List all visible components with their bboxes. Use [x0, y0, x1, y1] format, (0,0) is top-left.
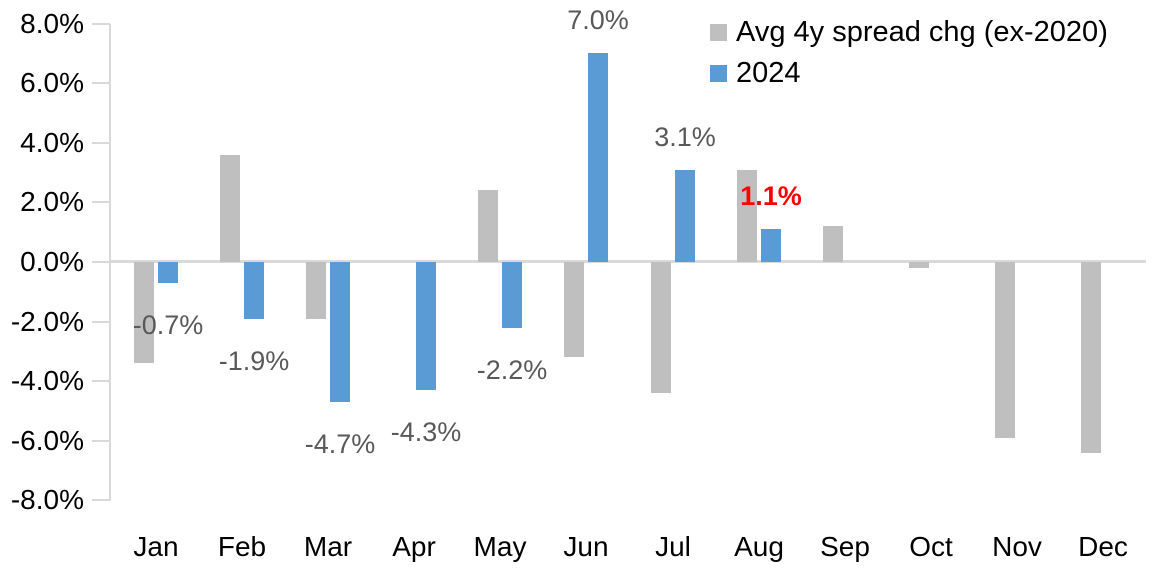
- bar-avg-jun: [564, 262, 584, 357]
- y-tick-label--4.0%: -4.0%: [10, 365, 84, 396]
- data-label-feb: -1.9%: [218, 346, 290, 376]
- y-tick-label-2.0%: 2.0%: [20, 186, 84, 217]
- legend-label-avg-4y-spread: Avg 4y spread chg (ex-2020): [736, 16, 1108, 48]
- bar-avg-mar: [306, 262, 326, 319]
- bar-2024-jul: [675, 170, 695, 262]
- bar-avg-may: [478, 190, 498, 262]
- y-tick-label--8.0%: -8.0%: [10, 484, 84, 515]
- bar-2024-mar: [330, 262, 350, 402]
- y-tick-label--2.0%: -2.0%: [10, 306, 84, 337]
- y-tick-label--6.0%: -6.0%: [10, 425, 84, 456]
- y-tick--2.0%: [92, 321, 110, 323]
- x-tick-label-jul: Jul: [655, 531, 691, 562]
- x-axis-zero-line: [109, 260, 1146, 263]
- y-tick-8.0%: [92, 23, 110, 25]
- bar-2024-jan: [158, 262, 178, 283]
- y-tick-0.0%: [92, 261, 110, 263]
- data-label-apr: -4.3%: [390, 417, 462, 447]
- bar-avg-oct: [909, 262, 929, 268]
- data-label-aug: 1.1%: [740, 181, 802, 211]
- data-label-may: -2.2%: [476, 355, 548, 385]
- x-tick-label-sep: Sep: [820, 531, 870, 562]
- data-label-jan: -0.7%: [132, 310, 204, 340]
- y-tick-label-0.0%: 0.0%: [20, 246, 84, 277]
- bar-avg-aug: [737, 170, 757, 262]
- y-tick--6.0%: [92, 440, 110, 442]
- bar-2024-aug: [761, 229, 781, 262]
- x-tick-label-aug: Aug: [734, 531, 784, 562]
- bar-avg-jan: [134, 262, 154, 363]
- chart-legend: Avg 4y spread chg (ex-2020) 2024: [710, 12, 1108, 94]
- y-tick-6.0%: [92, 82, 110, 84]
- x-tick-label-apr: Apr: [392, 531, 436, 562]
- bar-2024-feb: [244, 262, 264, 319]
- data-label-mar: -4.7%: [304, 429, 376, 459]
- legend-item-2024: 2024: [710, 53, 1108, 94]
- y-tick--4.0%: [92, 380, 110, 382]
- legend-label-2024: 2024: [736, 57, 801, 89]
- y-tick-2.0%: [92, 201, 110, 203]
- y-tick--8.0%: [92, 499, 110, 501]
- legend-swatch-2024: [710, 65, 727, 82]
- x-tick-label-nov: Nov: [992, 531, 1042, 562]
- x-tick-label-jan: Jan: [133, 531, 179, 562]
- bar-avg-dec: [1081, 262, 1101, 453]
- x-tick-label-jun: Jun: [563, 531, 609, 562]
- legend-item-avg-4y-spread: Avg 4y spread chg (ex-2020): [710, 12, 1108, 53]
- data-label-jul: 3.1%: [654, 122, 716, 152]
- x-tick-label-dec: Dec: [1078, 531, 1128, 562]
- bar-avg-feb: [220, 155, 240, 262]
- legend-swatch-avg-4y-spread: [710, 24, 727, 41]
- bar-2024-jun: [588, 53, 608, 262]
- bar-2024-may: [502, 262, 522, 328]
- y-tick-label-4.0%: 4.0%: [20, 127, 84, 158]
- y-tick-4.0%: [92, 142, 110, 144]
- bar-2024-apr: [416, 262, 436, 390]
- y-tick-label-8.0%: 8.0%: [20, 8, 84, 39]
- bar-avg-nov: [995, 262, 1015, 438]
- data-label-jun: 7.0%: [567, 5, 629, 35]
- bar-avg-jul: [651, 262, 671, 393]
- x-tick-label-may: May: [473, 531, 527, 562]
- x-tick-label-feb: Feb: [217, 531, 267, 562]
- bar-avg-sep: [823, 226, 843, 262]
- y-tick-label-6.0%: 6.0%: [20, 67, 84, 98]
- x-tick-label-oct: Oct: [909, 531, 953, 562]
- x-tick-label-mar: Mar: [303, 531, 353, 562]
